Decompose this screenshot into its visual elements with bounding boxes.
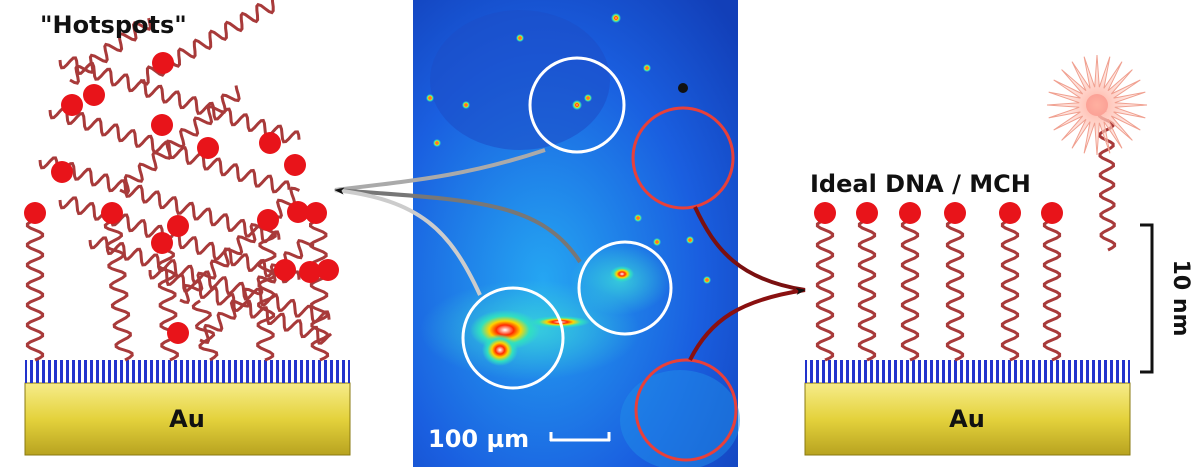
dna-strand — [900, 214, 920, 362]
label-ball — [284, 154, 306, 176]
dna-strand — [857, 214, 877, 362]
dna-strand — [945, 214, 965, 362]
label-ball — [999, 202, 1021, 224]
hotspots-label: "Hotspots" — [40, 11, 187, 39]
dna-strand — [58, 56, 301, 144]
label-ball — [24, 202, 46, 224]
label-ball — [51, 161, 73, 183]
label-ball — [814, 202, 836, 224]
label-ball — [274, 259, 296, 281]
gold-label: Au — [949, 405, 985, 433]
label-ball — [299, 261, 321, 283]
fluorescence-burst — [1046, 54, 1148, 156]
label-ball — [167, 215, 189, 237]
image-scale-label: 100 µm — [428, 425, 529, 453]
label-ball — [151, 232, 173, 254]
length-scale-bar — [1140, 223, 1154, 374]
label-ball — [151, 114, 173, 136]
label-ball — [101, 202, 123, 224]
gold-label: Au — [169, 405, 205, 433]
dna-strand — [1097, 108, 1117, 252]
dna-strand — [58, 196, 301, 284]
micrograph — [413, 0, 740, 467]
dna-strand — [815, 214, 835, 362]
dna-strand — [88, 236, 331, 324]
dna-strand — [1000, 214, 1020, 362]
label-ball — [856, 202, 878, 224]
label-ball — [167, 322, 189, 344]
label-ball — [1041, 202, 1063, 224]
dna-strand — [69, 17, 152, 85]
dna-strand — [25, 214, 45, 362]
substrates — [24, 360, 1131, 456]
label-ball — [83, 84, 105, 106]
dna-strand — [1042, 214, 1062, 362]
label-ball — [944, 202, 966, 224]
label-ball — [305, 202, 327, 224]
dna-strand — [38, 156, 281, 244]
dna-strand — [119, 85, 241, 195]
length-scale-label: 10 nm — [1168, 260, 1193, 337]
dna-strands — [24, 0, 1117, 362]
ideal-label: Ideal DNA / MCH — [810, 170, 1031, 198]
dna-strand — [103, 214, 134, 362]
label-ball — [317, 259, 339, 281]
label-ball — [287, 201, 309, 223]
label-ball — [197, 137, 219, 159]
label-ball — [259, 132, 281, 154]
label-ball — [152, 52, 174, 74]
label-ball — [899, 202, 921, 224]
dna-strand — [199, 239, 315, 345]
dna-strand — [179, 186, 300, 305]
dna-strand — [256, 220, 277, 362]
dna-strand — [148, 267, 333, 345]
label-ball — [257, 209, 279, 231]
connectors — [334, 148, 806, 361]
label-ball — [61, 94, 83, 116]
